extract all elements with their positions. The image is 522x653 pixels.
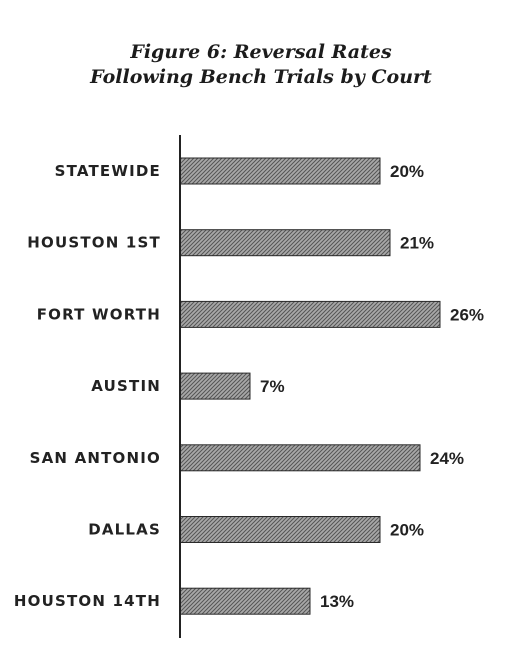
bars-layer: STATEWIDE 20% HOUSTON 1ST 21% FORT WORTH 26% A… bbox=[14, 157, 484, 615]
category-label: HOUSTON 14TH bbox=[14, 592, 161, 610]
bar bbox=[179, 300, 441, 328]
category-label: STATEWIDE bbox=[55, 162, 161, 180]
bar bbox=[179, 229, 391, 257]
bar bbox=[179, 157, 381, 185]
category-label: DALLAS bbox=[88, 521, 161, 539]
bar bbox=[179, 587, 311, 615]
value-label: 24% bbox=[430, 449, 464, 468]
bar bbox=[179, 516, 381, 543]
category-label: AUSTIN bbox=[91, 377, 161, 395]
bar bbox=[179, 372, 251, 400]
category-label: SAN ANTONIO bbox=[30, 449, 161, 467]
category-label: FORT WORTH bbox=[37, 305, 161, 323]
value-label: 7% bbox=[260, 377, 285, 396]
value-label: 20% bbox=[390, 521, 424, 540]
chart-title-line-1: Figure 6: Reversal Rates bbox=[130, 41, 392, 63]
bar bbox=[179, 444, 421, 472]
chart-title-line-2: Following Bench Trials by Court bbox=[90, 66, 432, 88]
value-label: 21% bbox=[400, 234, 434, 253]
value-label: 26% bbox=[450, 305, 484, 324]
chart-title: Figure 6: Reversal Rates Following Bench… bbox=[0, 40, 522, 90]
category-label: HOUSTON 1ST bbox=[27, 234, 161, 252]
value-label: 20% bbox=[390, 162, 424, 181]
value-label: 13% bbox=[320, 592, 354, 611]
